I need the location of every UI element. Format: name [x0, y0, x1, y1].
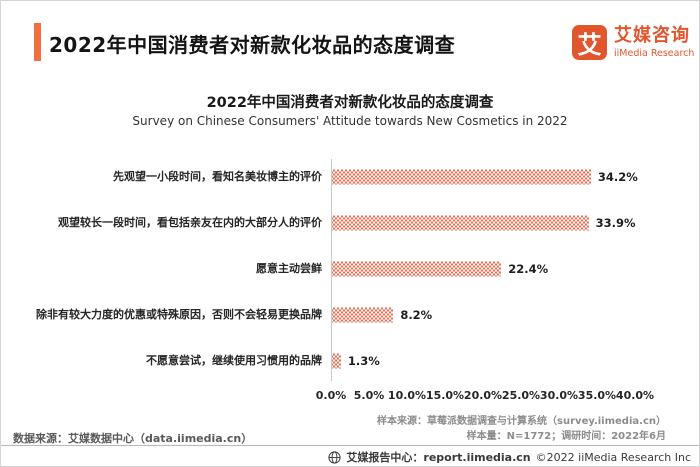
value-label: 8.2% [400, 308, 433, 322]
globe-icon [328, 450, 341, 464]
x-axis-ticks: 0.0% 5.0% 10.0% 15.0% 20.0% 25.0% 30.0% 35.0% 40… [316, 389, 654, 403]
iimedia-logo-icon: 艾 [572, 25, 607, 60]
footer-divider [1, 445, 699, 446]
bar [331, 261, 502, 277]
value-label: 22.4% [508, 262, 549, 276]
chart-row: 愿意主动尝鲜 22.4% [11, 246, 691, 292]
bar-track: 33.9% [331, 200, 636, 246]
x-tick-label: 25.0% [501, 389, 541, 402]
value-label: 1.3% [347, 354, 380, 368]
bar-track: 8.2% [331, 292, 635, 338]
footer: 艾媒报告中心：report.iimedia.cn ©2022 iiMedia R… [328, 448, 691, 466]
bar [331, 169, 591, 185]
page-title: 2022年中国消费者对新款化妆品的态度调查 [49, 33, 456, 57]
sample-source-note: 样本来源：草莓派数据调查与计算系统（survey.iimedia.cn） [377, 416, 666, 427]
bar-chart: 先观望一小段时间，看知名美妆博主的评价 34.2% 观望较长一段时间，看包括亲友在内… [11, 154, 691, 384]
chart-row: 除非有较大力度的优惠或特殊原因，否则不会轻易更换品牌 8.2% [11, 292, 691, 338]
logo-text: 艾媒咨询 iiMedia Research [614, 25, 694, 59]
bar-track: 22.4% [331, 246, 635, 292]
chart-row: 观望较长一段时间，看包括亲友在内的大部分人的评价 33.9% [11, 200, 691, 246]
logo-name-en: iiMedia Research [614, 48, 695, 59]
category-label: 除非有较大力度的优惠或特殊原因，否则不会轻易更换品牌 [36, 308, 322, 322]
x-tick-label: 40.0% [615, 389, 655, 402]
footer-copyright: ©2022 iiMedia Research Inc [535, 450, 691, 464]
bar-rows: 先观望一小段时间，看知名美妆博主的评价 34.2% 观望较长一段时间，看包括亲友在内… [11, 154, 691, 384]
chart-row: 不愿意尝试，继续使用习惯用的品牌 1.3% [11, 338, 691, 384]
chart-title: 2022年中国消费者对新款化妆品的态度调查 [206, 95, 494, 111]
data-source-note: 数据来源：艾媒数据中心（data.iimedia.cn） [13, 432, 253, 445]
bar [331, 307, 394, 323]
sample-size-note: 样本量：N=1772；调研时间：2022年6月 [466, 431, 666, 442]
bar [331, 353, 341, 369]
x-tick-label: 10.0% [387, 389, 427, 402]
accent-bar [34, 23, 41, 61]
bar-track: 34.2% [331, 154, 638, 200]
category-label: 不愿意尝试，继续使用习惯用的品牌 [146, 354, 322, 368]
x-tick-label: 0.0% [315, 389, 347, 402]
chart-subtitle: Survey on Chinese Consumers' Attitude to… [132, 114, 568, 128]
category-label: 愿意主动尝鲜 [256, 262, 322, 276]
x-tick-label: 20.0% [463, 389, 503, 402]
logo-name-cn: 艾媒咨询 [614, 25, 690, 46]
x-tick-label: 30.0% [539, 389, 579, 402]
value-label: 33.9% [595, 216, 636, 230]
bar [331, 215, 589, 231]
chart-row: 先观望一小段时间，看知名美妆博主的评价 34.2% [11, 154, 691, 200]
footer-report-center[interactable]: 艾媒报告中心：report.iimedia.cn [346, 451, 531, 464]
x-tick-label: 15.0% [425, 389, 465, 402]
category-label: 观望较长一段时间，看包括亲友在内的大部分人的评价 [58, 216, 322, 230]
category-axis-line [331, 159, 332, 381]
x-tick-label: 35.0% [577, 389, 617, 402]
x-tick-label: 5.0% [353, 389, 385, 402]
bar-track: 1.3% [331, 338, 635, 384]
category-label: 先观望一小段时间，看知名美妆博主的评价 [113, 170, 322, 184]
iimedia-logo: 艾 艾媒咨询 iiMedia Research [572, 25, 694, 60]
value-label: 34.2% [597, 170, 638, 184]
